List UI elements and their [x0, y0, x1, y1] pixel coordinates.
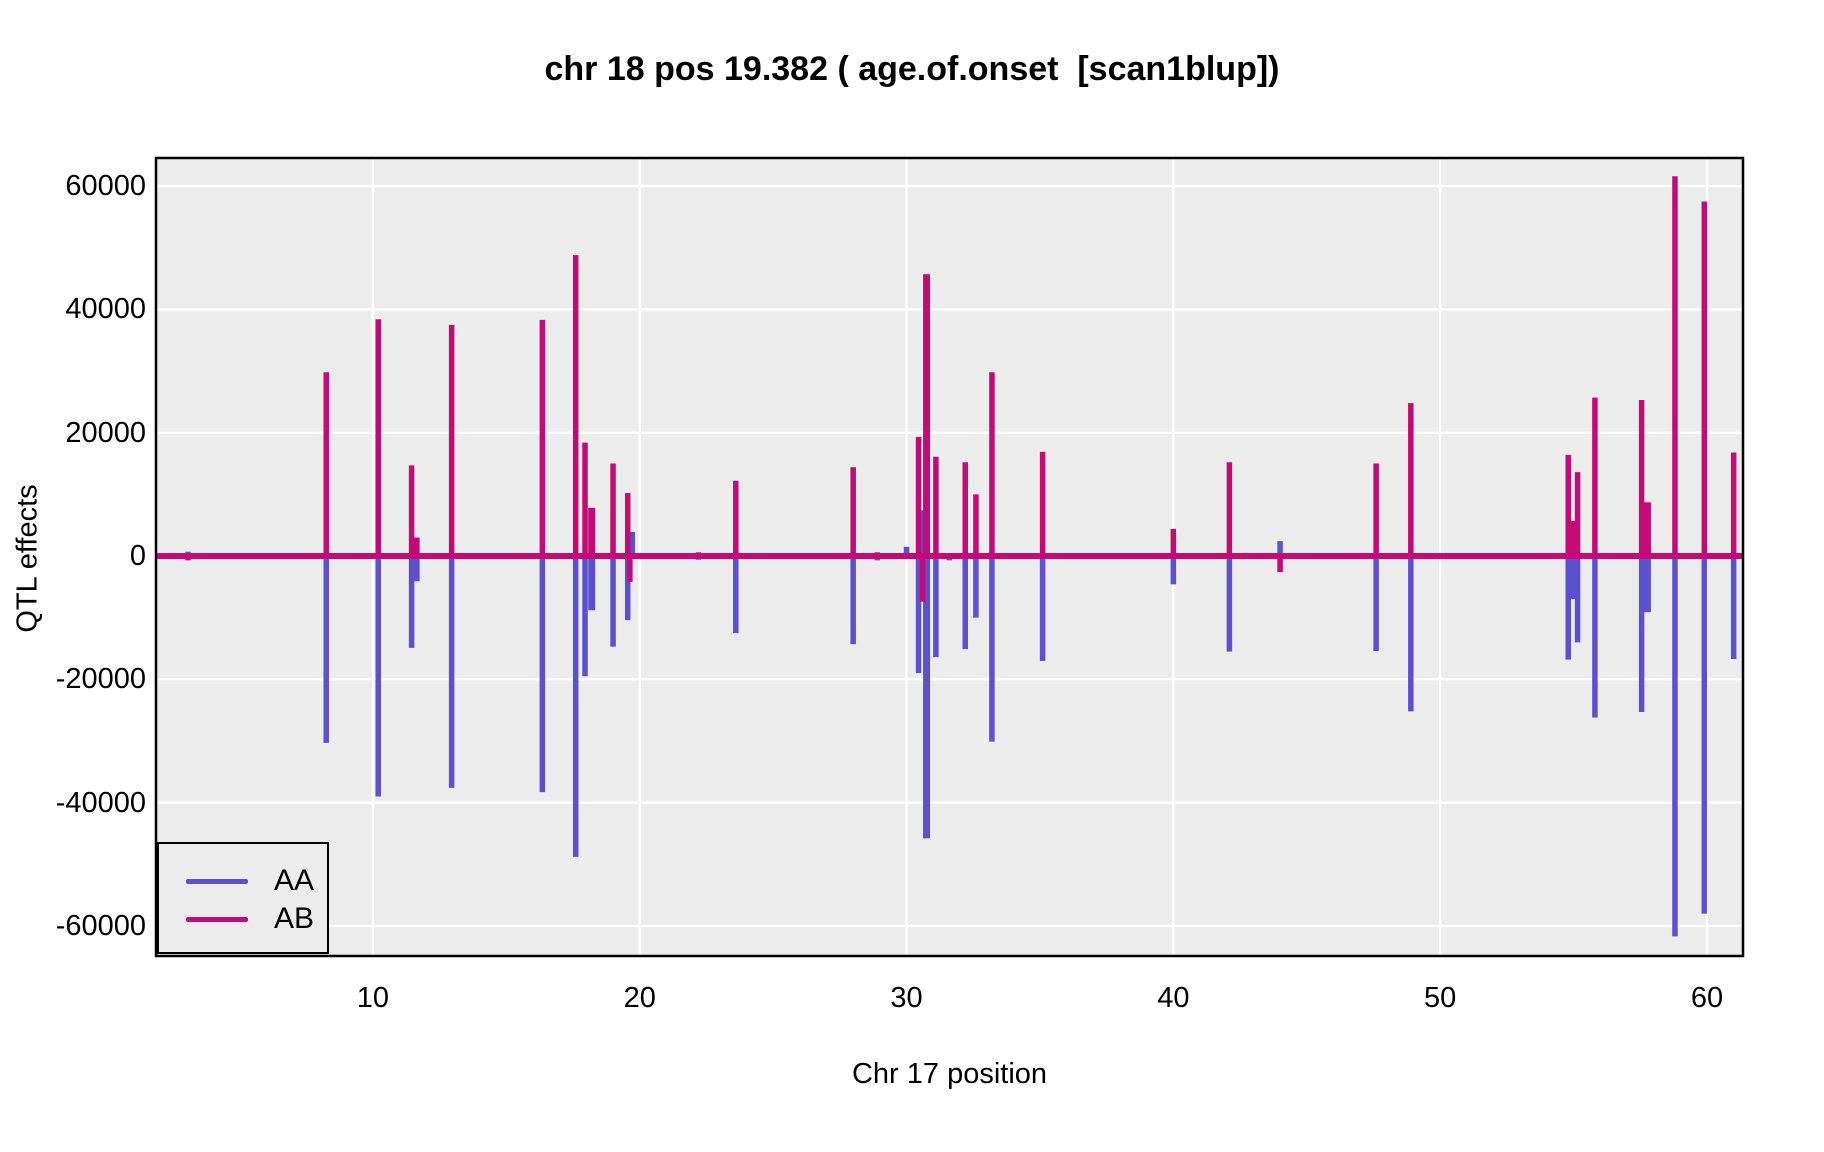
- y-tick-label: -60000: [55, 909, 146, 942]
- aa-line-swatch: [186, 879, 248, 884]
- legend-label-ab: AB: [274, 902, 315, 935]
- chart-title: chr 18 pos 19.382 ( age.of.onset [scan1b…: [544, 50, 1280, 88]
- y-tick-label: -20000: [55, 663, 146, 696]
- legend-label-aa: AA: [274, 864, 315, 897]
- x-tick-label: 60: [1690, 982, 1724, 1014]
- legend-item-aa: AA: [159, 866, 327, 896]
- legend-box: AA AB: [157, 842, 329, 954]
- ab-line-swatch: [186, 917, 248, 922]
- x-axis-title: Chr 17 position: [851, 1058, 1048, 1090]
- y-tick-label: 60000: [65, 170, 146, 203]
- series-aa-spikes: [185, 510, 1737, 937]
- y-tick-label: 40000: [65, 293, 146, 326]
- x-tick-label: 10: [356, 982, 390, 1014]
- legend-item-ab: AB: [159, 904, 327, 934]
- x-tick-label: 20: [623, 982, 656, 1014]
- x-tick-label: 50: [1424, 982, 1457, 1014]
- panel-border: [154, 156, 1745, 958]
- y-tick-label: 0: [129, 540, 146, 572]
- y-tick-label: -40000: [55, 786, 146, 819]
- y-tick-label: 20000: [65, 416, 146, 449]
- x-tick-label: 30: [890, 982, 923, 1014]
- x-tick-label: 40: [1157, 982, 1190, 1014]
